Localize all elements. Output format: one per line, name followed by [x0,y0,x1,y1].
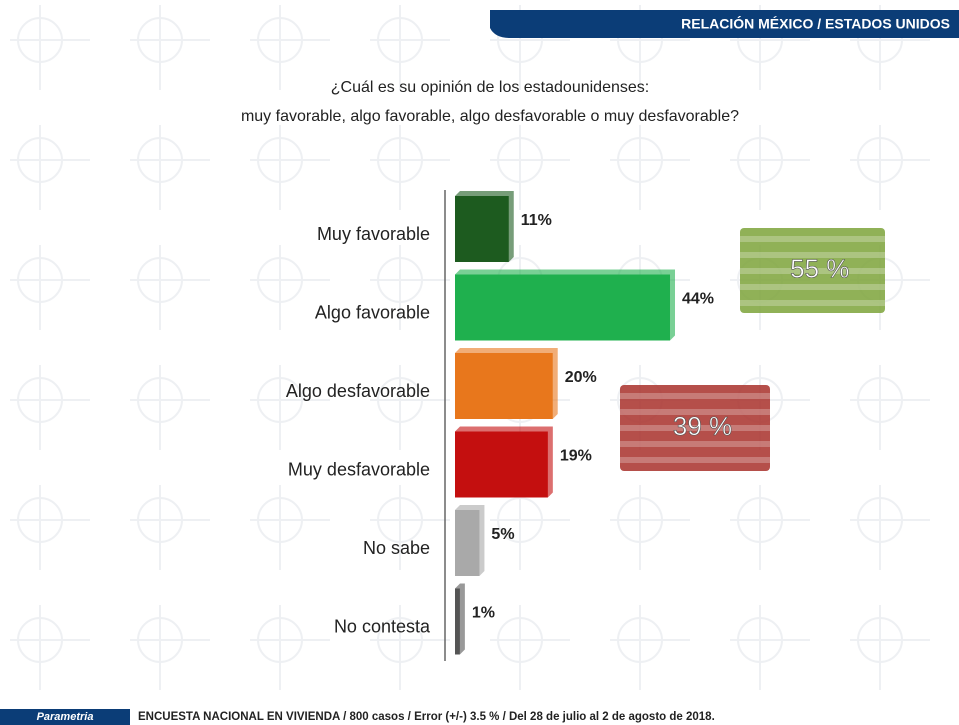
bar [455,353,553,419]
category-label: No contesta [334,616,431,636]
badge-stripe [620,441,770,447]
bar [455,589,460,655]
value-label: 1% [472,605,495,622]
value-label: 20% [565,369,597,386]
badge-stripe [620,457,770,463]
badge-stripe [740,284,885,290]
category-label: Algo desfavorable [286,381,430,401]
bar [455,432,548,498]
category-label: Algo favorable [315,302,430,322]
value-label: 11% [521,212,552,229]
value-label: 44% [682,291,714,308]
category-label: Muy favorable [317,224,430,244]
chart-title: muy favorable, algo favorable, algo desf… [241,108,739,125]
footer-logo: Parametria [37,711,94,723]
badge-stripe [620,393,770,399]
badge-label: 39 % [673,411,732,441]
header-title: RELACIÓN MÉXICO / ESTADOS UNIDOS [681,15,950,32]
value-label: 19% [560,448,592,465]
bar [455,275,670,341]
value-label: 5% [491,526,514,543]
badge-stripe [740,236,885,242]
bar [455,510,479,576]
footer-note: ENCUESTA NACIONAL EN VIVIENDA / 800 caso… [138,711,715,723]
bar [455,196,509,262]
badge-stripe [740,300,885,306]
slide: RELACIÓN MÉXICO / ESTADOS UNIDOS ¿Cuál e… [0,0,959,725]
chart-title: ¿Cuál es su opinión de los estadounidens… [331,79,649,96]
category-label: No sabe [363,538,430,558]
badge-label: 55 % [790,253,849,283]
category-label: Muy desfavorable [288,459,430,479]
